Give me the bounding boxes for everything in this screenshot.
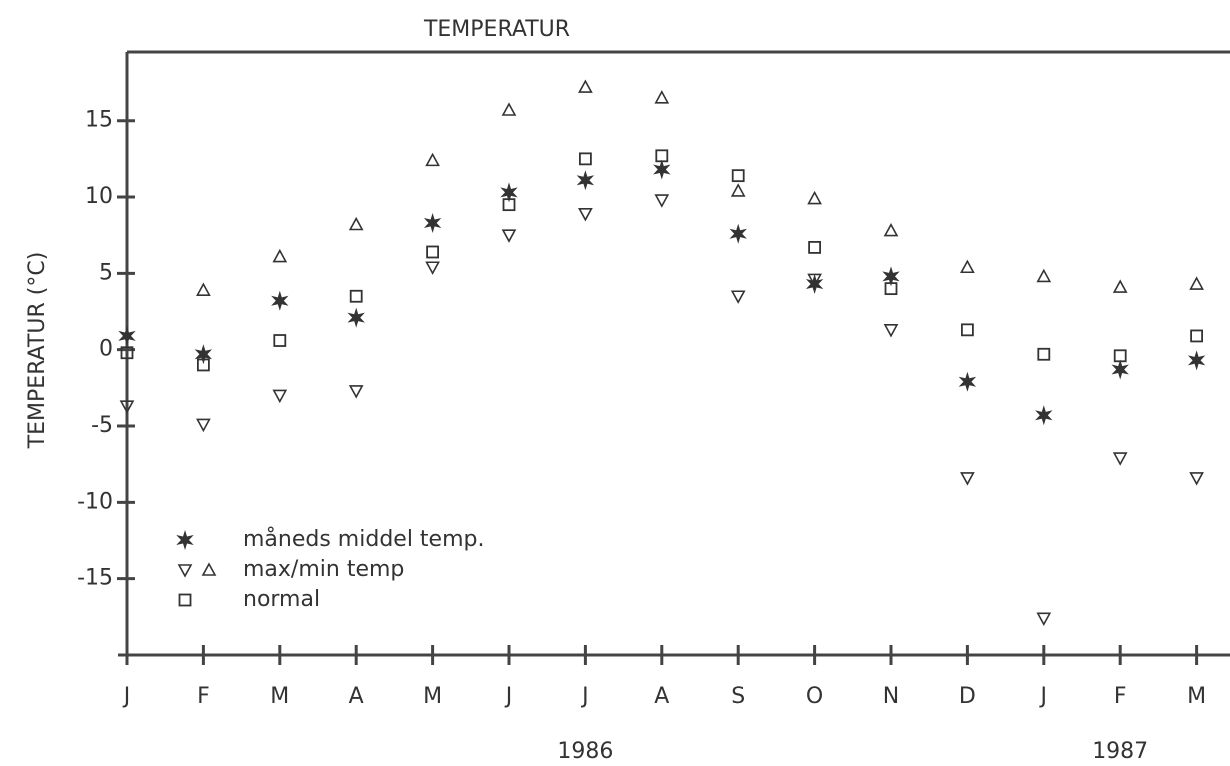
min-marker — [730, 290, 746, 304]
normal-marker — [655, 149, 669, 163]
normal-marker — [196, 358, 210, 372]
max-marker — [348, 216, 364, 231]
y-tick-label: 5 — [99, 260, 113, 285]
x-tick-label: O — [806, 684, 823, 709]
min-marker — [501, 229, 517, 243]
legend-label: måneds middel temp. — [243, 526, 484, 552]
legend-label: normal — [243, 587, 320, 612]
normal-marker — [884, 282, 898, 296]
min-marker — [1189, 472, 1204, 486]
min-marker — [960, 472, 975, 486]
x-tick-label: A — [654, 684, 669, 709]
normal-marker — [808, 241, 821, 254]
max-marker — [1112, 279, 1128, 293]
max-marker — [807, 190, 822, 205]
max-marker — [960, 259, 975, 274]
min-marker — [272, 389, 288, 404]
y-tick-label: -10 — [77, 489, 113, 514]
star-marker — [958, 371, 977, 392]
normal-marker — [579, 152, 592, 166]
star-marker — [423, 213, 442, 233]
y-tick-label: -15 — [77, 566, 113, 591]
x-tick-label: M — [1187, 684, 1206, 709]
x-tick-label: D — [959, 684, 976, 709]
min-marker — [177, 564, 193, 578]
min-marker — [196, 418, 211, 433]
year-label: 1986 — [557, 739, 613, 764]
normal-marker — [1037, 347, 1051, 361]
max-marker — [501, 102, 517, 116]
star-marker — [347, 307, 365, 328]
max-marker — [1189, 276, 1204, 290]
legend-label: max/min temp — [243, 557, 404, 582]
normal-marker — [1190, 329, 1203, 343]
star-marker — [1035, 405, 1053, 426]
normal-marker — [273, 334, 287, 347]
y-tick-label: 10 — [85, 184, 113, 209]
x-tick-label: J — [580, 684, 589, 709]
min-marker — [1036, 612, 1052, 627]
max-marker — [578, 79, 593, 93]
normal-marker — [349, 289, 363, 303]
x-tick-label: N — [883, 684, 899, 709]
min-marker — [1112, 452, 1128, 466]
x-tick-label: F — [1114, 684, 1127, 709]
normal-marker — [731, 169, 745, 183]
min-marker — [348, 385, 364, 399]
x-tick-label: J — [122, 684, 131, 709]
star-marker — [1111, 359, 1129, 380]
y-tick-label: -5 — [91, 413, 113, 438]
max-marker — [730, 183, 746, 197]
star-marker — [1187, 350, 1206, 371]
star-marker — [653, 159, 671, 180]
max-marker — [1036, 268, 1052, 283]
max-marker — [196, 282, 211, 296]
normal-marker — [426, 245, 440, 259]
year-label: 1987 — [1092, 739, 1148, 764]
min-marker — [807, 273, 822, 288]
star-marker — [882, 266, 900, 287]
x-tick-label: M — [270, 684, 289, 709]
normal-marker — [502, 198, 516, 212]
min-marker — [578, 208, 593, 222]
x-tick-label: F — [197, 684, 210, 709]
normal-marker — [178, 593, 192, 607]
min-marker — [883, 324, 899, 338]
star-marker — [500, 182, 518, 203]
star-marker — [176, 530, 194, 550]
x-tick-label: J — [504, 684, 513, 709]
min-marker — [654, 194, 670, 208]
star-marker — [576, 170, 595, 191]
y-tick-label: 0 — [99, 337, 113, 362]
normal-marker — [1113, 349, 1127, 363]
x-tick-label: M — [423, 684, 442, 709]
normal-marker — [961, 323, 974, 337]
star-marker — [194, 344, 213, 365]
normal-marker — [120, 346, 134, 360]
min-marker — [425, 261, 440, 275]
max-marker — [883, 222, 899, 237]
chart-title: TEMPERATUR — [423, 17, 570, 42]
star-marker — [729, 223, 747, 244]
min-marker — [119, 400, 135, 414]
max-marker — [425, 152, 440, 167]
star-marker — [118, 325, 136, 346]
x-tick-label: J — [1039, 684, 1048, 709]
max-marker — [272, 248, 288, 263]
star-marker — [271, 290, 289, 311]
y-tick-label: 15 — [85, 108, 113, 133]
x-tick-label: S — [731, 684, 745, 709]
x-tick-label: A — [349, 684, 364, 709]
y-axis-label: TEMPERATUR (°C) — [25, 252, 50, 450]
max-marker — [654, 90, 670, 104]
max-marker — [201, 562, 217, 576]
